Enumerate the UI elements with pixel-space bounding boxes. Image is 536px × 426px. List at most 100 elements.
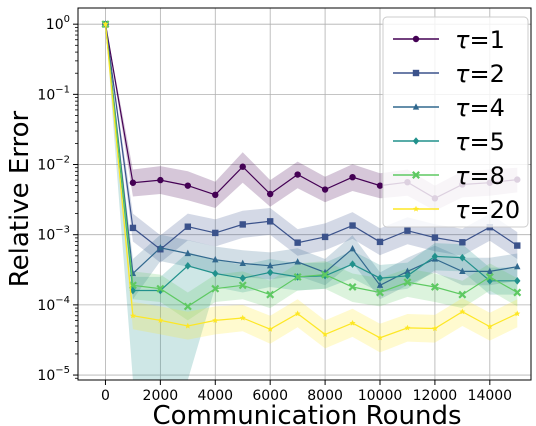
data-point xyxy=(266,190,274,198)
data-point xyxy=(403,278,412,287)
x-tick-label: 14000 xyxy=(468,388,513,404)
series-lines xyxy=(101,20,522,341)
data-point xyxy=(129,286,137,295)
data-point xyxy=(212,269,219,278)
data-point xyxy=(239,163,246,170)
data-point xyxy=(404,324,411,331)
data-point xyxy=(459,267,466,274)
data-point xyxy=(129,179,137,186)
data-point xyxy=(486,267,494,274)
data-point xyxy=(349,244,356,252)
data-point xyxy=(294,258,301,265)
data-point xyxy=(129,224,137,232)
data-point xyxy=(376,274,384,282)
data-point xyxy=(156,284,165,293)
data-point xyxy=(157,317,164,323)
data-point xyxy=(412,137,420,145)
data-point xyxy=(412,35,420,43)
data-point xyxy=(349,222,356,229)
x-tick-label: 8000 xyxy=(307,388,343,404)
data-point xyxy=(412,103,420,110)
data-point xyxy=(404,227,411,234)
data-point xyxy=(514,262,521,270)
x-tick-label: 10000 xyxy=(358,388,403,404)
data-point xyxy=(321,270,330,279)
data-point xyxy=(239,259,246,266)
data-point xyxy=(404,271,411,280)
data-point xyxy=(184,182,192,189)
legend-label: τ=1 xyxy=(455,26,505,54)
y-tick-label: 10−3 xyxy=(37,225,70,244)
data-point xyxy=(184,262,192,270)
data-point xyxy=(157,176,164,184)
data-point xyxy=(212,191,219,199)
data-point xyxy=(430,282,439,291)
data-point xyxy=(239,274,246,282)
y-tick-label: 10−1 xyxy=(37,84,70,103)
data-point xyxy=(266,290,275,299)
data-point xyxy=(239,221,246,228)
y-tick-label: 100 xyxy=(46,14,70,33)
data-point xyxy=(212,317,219,323)
data-point xyxy=(212,229,219,237)
legend-label: τ=4 xyxy=(455,94,505,122)
data-point xyxy=(485,272,494,281)
data-point xyxy=(157,244,164,251)
data-point xyxy=(212,255,219,263)
data-point xyxy=(184,249,192,257)
legend: τ=1 τ=2 τ=4 τ=5 τ=8 τ=20 xyxy=(382,16,529,228)
series-line xyxy=(104,24,518,339)
data-point xyxy=(266,268,274,277)
data-point xyxy=(266,262,274,269)
y-tick-label: 10−4 xyxy=(37,295,70,314)
data-point xyxy=(183,302,192,311)
y-axis-label: Relative Error xyxy=(5,110,35,287)
data-point xyxy=(349,319,356,326)
legend-label: τ=20 xyxy=(455,196,520,224)
data-point xyxy=(459,308,466,315)
data-point xyxy=(238,281,247,290)
series-tau-4 xyxy=(102,20,521,288)
data-point xyxy=(376,281,384,288)
data-point xyxy=(211,284,220,293)
data-point xyxy=(294,171,301,178)
data-point xyxy=(267,326,274,332)
data-point xyxy=(321,233,329,241)
x-tick-label: 2000 xyxy=(143,388,179,404)
data-point xyxy=(294,239,301,246)
legend-label: τ=5 xyxy=(455,128,505,156)
data-point xyxy=(459,239,466,246)
x-axis-label: Communication Rounds xyxy=(152,401,461,426)
legend-label: τ=2 xyxy=(455,60,505,88)
series-line xyxy=(104,24,518,287)
data-point xyxy=(514,277,521,285)
y-tick-label: 10−5 xyxy=(37,365,70,384)
data-point xyxy=(513,288,522,297)
data-point xyxy=(129,312,136,319)
series-line xyxy=(104,24,518,251)
data-point xyxy=(486,323,493,330)
data-point xyxy=(293,272,302,281)
confidence-band xyxy=(105,24,518,380)
y-tick-label: 10−2 xyxy=(37,155,70,174)
series-tau-20 xyxy=(102,21,521,341)
data-point xyxy=(294,310,301,317)
data-point xyxy=(459,253,466,262)
x-tick-label: 12000 xyxy=(413,388,458,404)
data-point xyxy=(184,322,191,329)
data-point xyxy=(412,171,420,179)
series-line xyxy=(104,24,518,308)
data-point xyxy=(321,186,329,193)
data-point xyxy=(376,288,384,297)
data-point xyxy=(413,205,419,212)
data-point xyxy=(412,69,420,77)
x-tick-label: 0 xyxy=(101,388,110,404)
data-point xyxy=(102,21,109,27)
data-point xyxy=(349,260,356,268)
data-point xyxy=(348,282,357,291)
axes: 0 2000 4000 6000 8000 10000 12000 14000 10−5 10−4… xyxy=(37,7,532,404)
data-point xyxy=(184,223,192,230)
data-point xyxy=(431,252,439,261)
data-point xyxy=(458,290,467,299)
